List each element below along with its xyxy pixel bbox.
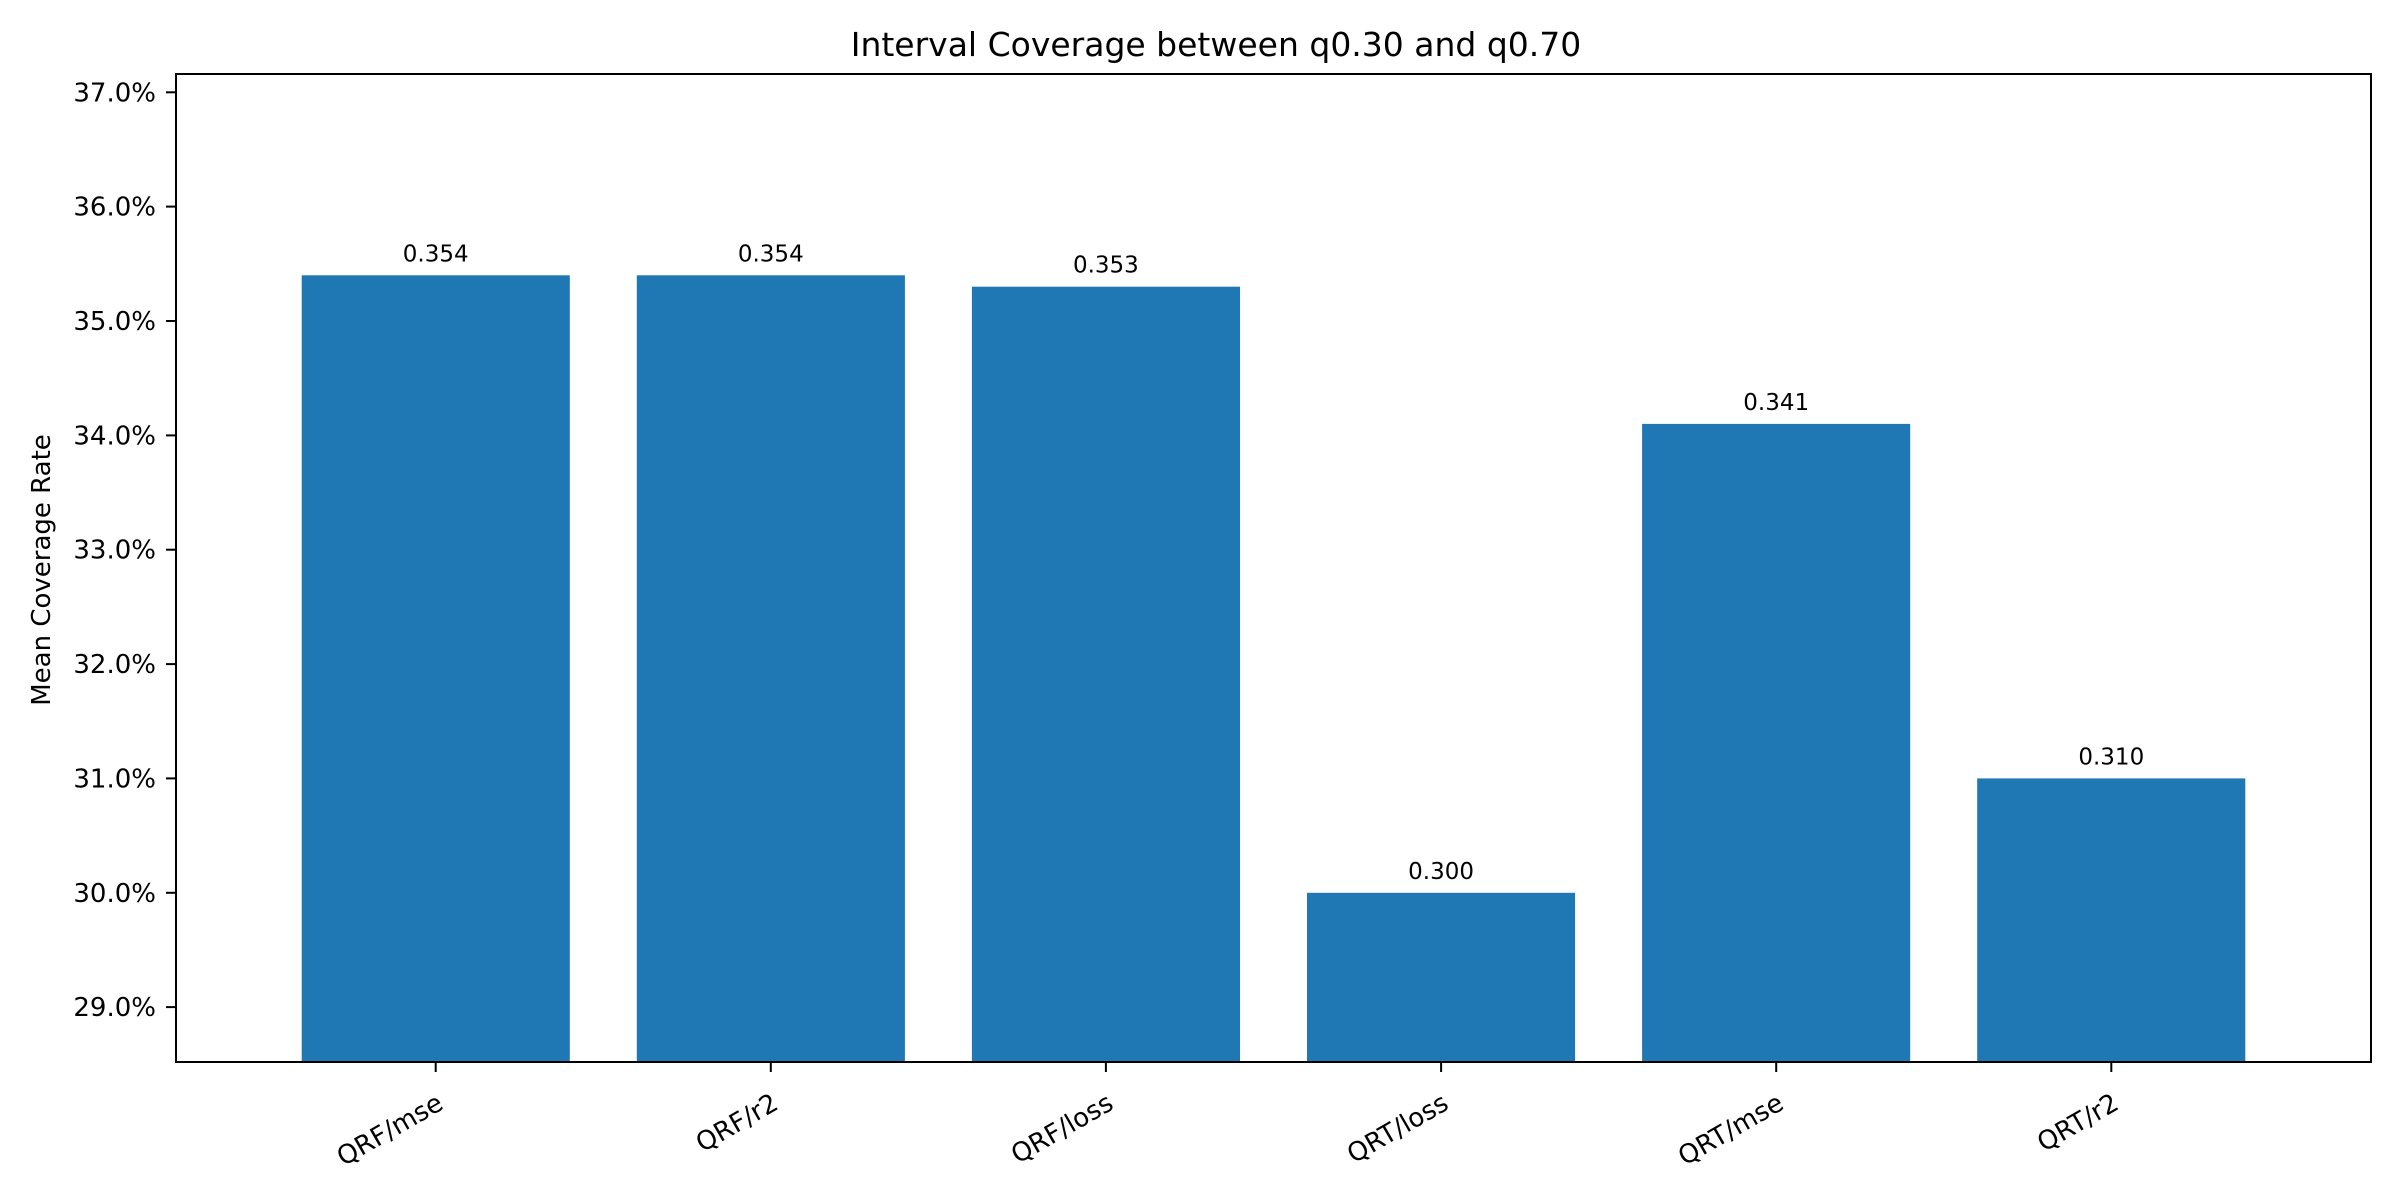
bar-value-label: 0.354 <box>738 241 804 267</box>
bar-qrf-mse <box>301 275 570 1062</box>
bar-value-label: 0.353 <box>1073 253 1139 279</box>
value-labels-group: 0.354 0.354 0.353 0.300 0.341 0.310 <box>403 241 2144 885</box>
bar-value-label: 0.310 <box>2078 744 2144 770</box>
bar-qrt-r2 <box>1977 778 2246 1062</box>
bar-qrt-mse <box>1642 423 1911 1062</box>
y-tick-label: 37.0% <box>73 78 156 108</box>
y-tick-label: 34.0% <box>73 421 156 451</box>
bars-group <box>301 275 2246 1062</box>
chart-title: Interval Coverage between q0.30 and q0.7… <box>851 25 1582 64</box>
bar-value-label: 0.300 <box>1408 859 1474 885</box>
y-tick-label: 32.0% <box>73 650 156 680</box>
bar-value-label: 0.354 <box>403 241 469 267</box>
bar-value-label: 0.341 <box>1743 390 1809 416</box>
y-tick-label: 29.0% <box>73 993 156 1023</box>
y-axis-ticks: 29.0% 30.0% 31.0% 32.0% 33.0% 34.0% 35.0% 36.0%… <box>73 78 176 1023</box>
y-tick-label: 33.0% <box>73 536 156 566</box>
y-tick-label: 35.0% <box>73 307 156 337</box>
y-tick-label: 36.0% <box>73 193 156 223</box>
bar-qrf-r2 <box>636 275 905 1062</box>
bar-qrf-loss <box>971 286 1240 1062</box>
plot-frame <box>175 73 2372 1063</box>
bar-qrt-loss <box>1307 892 1576 1062</box>
y-tick-label: 31.0% <box>73 764 156 794</box>
y-tick-label: 30.0% <box>73 879 156 909</box>
y-axis-label: Mean Coverage Rate <box>27 434 57 706</box>
